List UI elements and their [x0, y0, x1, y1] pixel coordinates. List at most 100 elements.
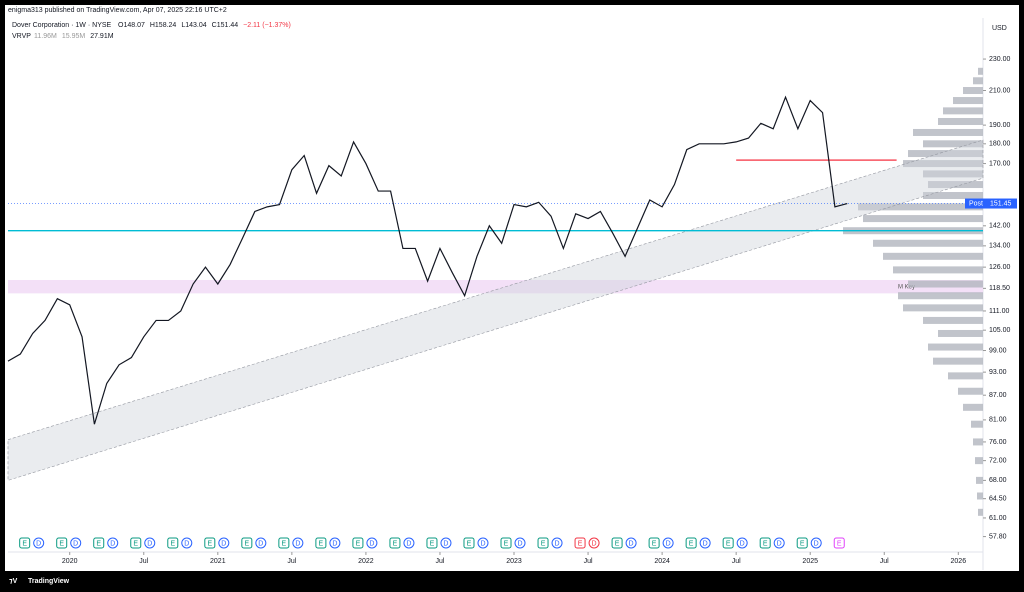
currency: USD — [992, 25, 1007, 32]
event-label: D — [814, 540, 819, 547]
event-marker — [588, 537, 600, 549]
y-tick-label: 93.00 — [989, 369, 1007, 376]
post-label-bg — [965, 198, 1017, 209]
volume-bar — [873, 239, 983, 247]
event-label: E — [96, 540, 101, 547]
event-marker — [366, 537, 378, 549]
event-marker — [463, 537, 475, 549]
event-label: D — [110, 540, 115, 547]
x-tick-label: Jul — [435, 558, 444, 565]
volume-bar — [923, 316, 983, 324]
event-label: D — [36, 540, 41, 547]
event-marker — [315, 537, 327, 549]
y-tick-label: 72.00 — [989, 457, 1007, 464]
x-tick-label: 2021 — [210, 558, 226, 565]
event-marker — [70, 537, 82, 549]
y-tick-label: 230.00 — [989, 56, 1011, 63]
event-marker — [130, 537, 142, 549]
event-label: E — [133, 540, 138, 547]
event-label: E — [207, 540, 212, 547]
volume-bar — [938, 117, 983, 125]
event-marker — [426, 537, 438, 549]
event-label: E — [763, 540, 768, 547]
event-label: D — [666, 540, 671, 547]
volume-bar — [893, 266, 983, 274]
chart-title: Dover Corporation · 1W · NYSE — [12, 22, 112, 29]
event-label: D — [777, 540, 782, 547]
y-tick-label: 57.80 — [989, 533, 1007, 540]
event-marker — [218, 537, 230, 549]
volume-bar — [908, 150, 983, 158]
y-tick-label: 210.00 — [989, 87, 1011, 94]
event-marker — [611, 537, 623, 549]
y-tick-label: 190.00 — [989, 122, 1011, 129]
ohlc-value: O148.07 — [118, 22, 145, 29]
event-marker — [685, 537, 697, 549]
volume-bar — [923, 170, 983, 178]
event-marker — [19, 537, 31, 549]
x-tick-label: 2020 — [62, 558, 78, 565]
x-tick-label: 2024 — [654, 558, 670, 565]
event-label: D — [443, 540, 448, 547]
event-label: E — [244, 540, 249, 547]
volume-bar — [963, 87, 983, 95]
x-tick-label: Jul — [732, 558, 741, 565]
event-label: E — [170, 540, 175, 547]
event-marker — [736, 537, 748, 549]
x-tick-label: 2025 — [802, 558, 818, 565]
volume-bar — [863, 215, 983, 223]
volume-bar — [908, 280, 983, 288]
event-label: D — [258, 540, 263, 547]
event-marker — [662, 537, 674, 549]
ohlc-value: C151.44 — [212, 22, 239, 29]
event-label: E — [467, 540, 472, 547]
volume-bar — [978, 508, 983, 516]
volume-bar — [976, 476, 983, 484]
x-tick-label: 2022 — [358, 558, 374, 565]
ohlc-value: L143.04 — [181, 22, 206, 29]
event-label: E — [726, 540, 731, 547]
event-label: E — [356, 540, 361, 547]
y-tick-label: 81.00 — [989, 417, 1007, 424]
x-tick-label: Jul — [139, 558, 148, 565]
volume-bar — [903, 304, 983, 312]
event-marker — [440, 537, 452, 549]
y-tick-label: 142.00 — [989, 223, 1011, 230]
event-marker — [167, 537, 179, 549]
event-marker — [477, 537, 489, 549]
volume-bar — [913, 128, 983, 136]
event-label: D — [592, 540, 597, 547]
event-label: D — [369, 540, 374, 547]
byline: enigma313 published on TradingView.com, … — [8, 7, 227, 14]
x-tick-label: Jul — [880, 558, 889, 565]
event-label: E — [615, 540, 620, 547]
event-marker — [796, 537, 808, 549]
event-marker — [241, 537, 253, 549]
event-label: E — [393, 540, 398, 547]
volume-bar — [858, 203, 983, 211]
event-marker — [144, 537, 156, 549]
event-label: D — [332, 540, 337, 547]
event-label: E — [837, 540, 842, 547]
event-label: D — [480, 540, 485, 547]
y-tick-label: 64.50 — [989, 496, 1007, 503]
volume-bar — [953, 97, 983, 105]
x-tick-label: 2026 — [951, 558, 967, 565]
indicator-value: 27.91M — [90, 33, 114, 40]
event-marker — [551, 537, 563, 549]
volume-bar — [973, 77, 983, 85]
event-label: D — [517, 540, 522, 547]
event-label: E — [282, 540, 287, 547]
brand-logo: ⁊V — [9, 578, 18, 585]
event-label: E — [22, 540, 27, 547]
volume-bar — [933, 357, 983, 365]
event-label: E — [541, 540, 546, 547]
x-tick-label: Jul — [584, 558, 593, 565]
post-price: 151.45 — [990, 200, 1012, 207]
event-marker — [833, 537, 845, 549]
event-label: E — [578, 540, 583, 547]
y-tick-label: 87.00 — [989, 392, 1007, 399]
event-label: D — [147, 540, 152, 547]
y-tick-label: 68.00 — [989, 477, 1007, 484]
volume-bar — [938, 329, 983, 337]
